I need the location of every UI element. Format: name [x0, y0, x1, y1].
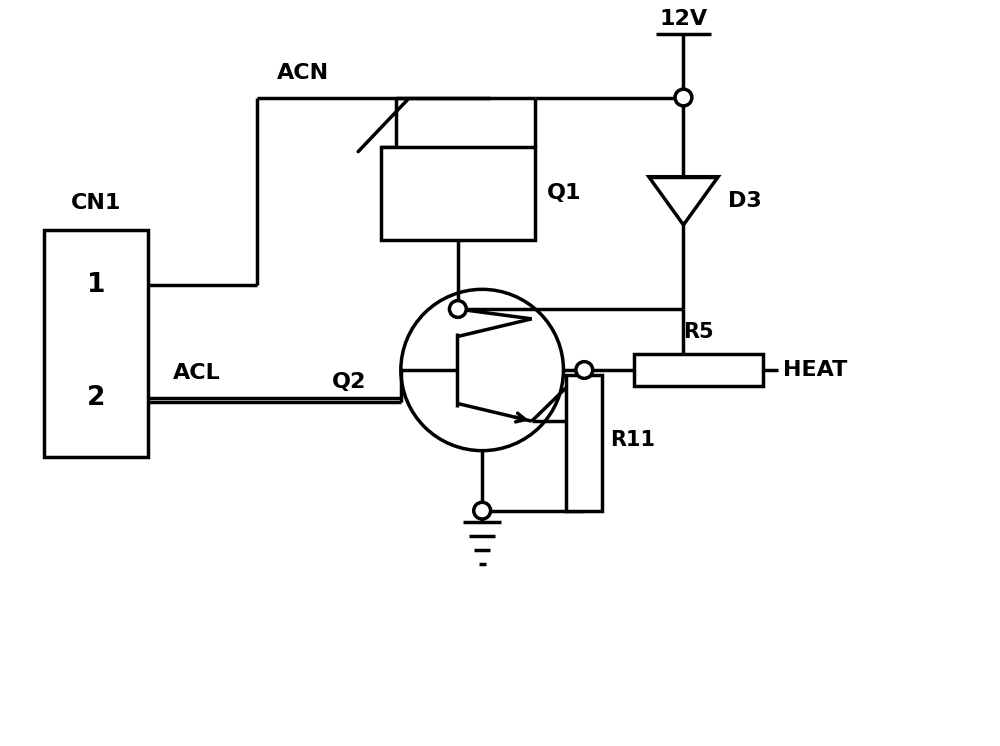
Bar: [566, 375, 602, 511]
Text: 2: 2: [87, 385, 105, 411]
Text: R11: R11: [610, 430, 655, 451]
Text: Q2: Q2: [332, 372, 366, 392]
Text: 12V: 12V: [659, 9, 708, 28]
Circle shape: [576, 362, 593, 378]
Text: CN1: CN1: [71, 192, 121, 213]
Text: ACN: ACN: [277, 63, 329, 83]
Text: HEAT: HEAT: [783, 360, 847, 380]
Text: 1: 1: [87, 272, 105, 298]
Text: R5: R5: [683, 322, 714, 342]
Bar: [44, 231, 148, 457]
Text: ACL: ACL: [173, 363, 221, 383]
Text: Q1: Q1: [547, 184, 581, 204]
Circle shape: [675, 90, 692, 106]
Circle shape: [449, 301, 466, 317]
Bar: [634, 354, 763, 386]
Circle shape: [474, 502, 491, 519]
Text: D3: D3: [728, 191, 762, 211]
Bar: [381, 147, 535, 240]
